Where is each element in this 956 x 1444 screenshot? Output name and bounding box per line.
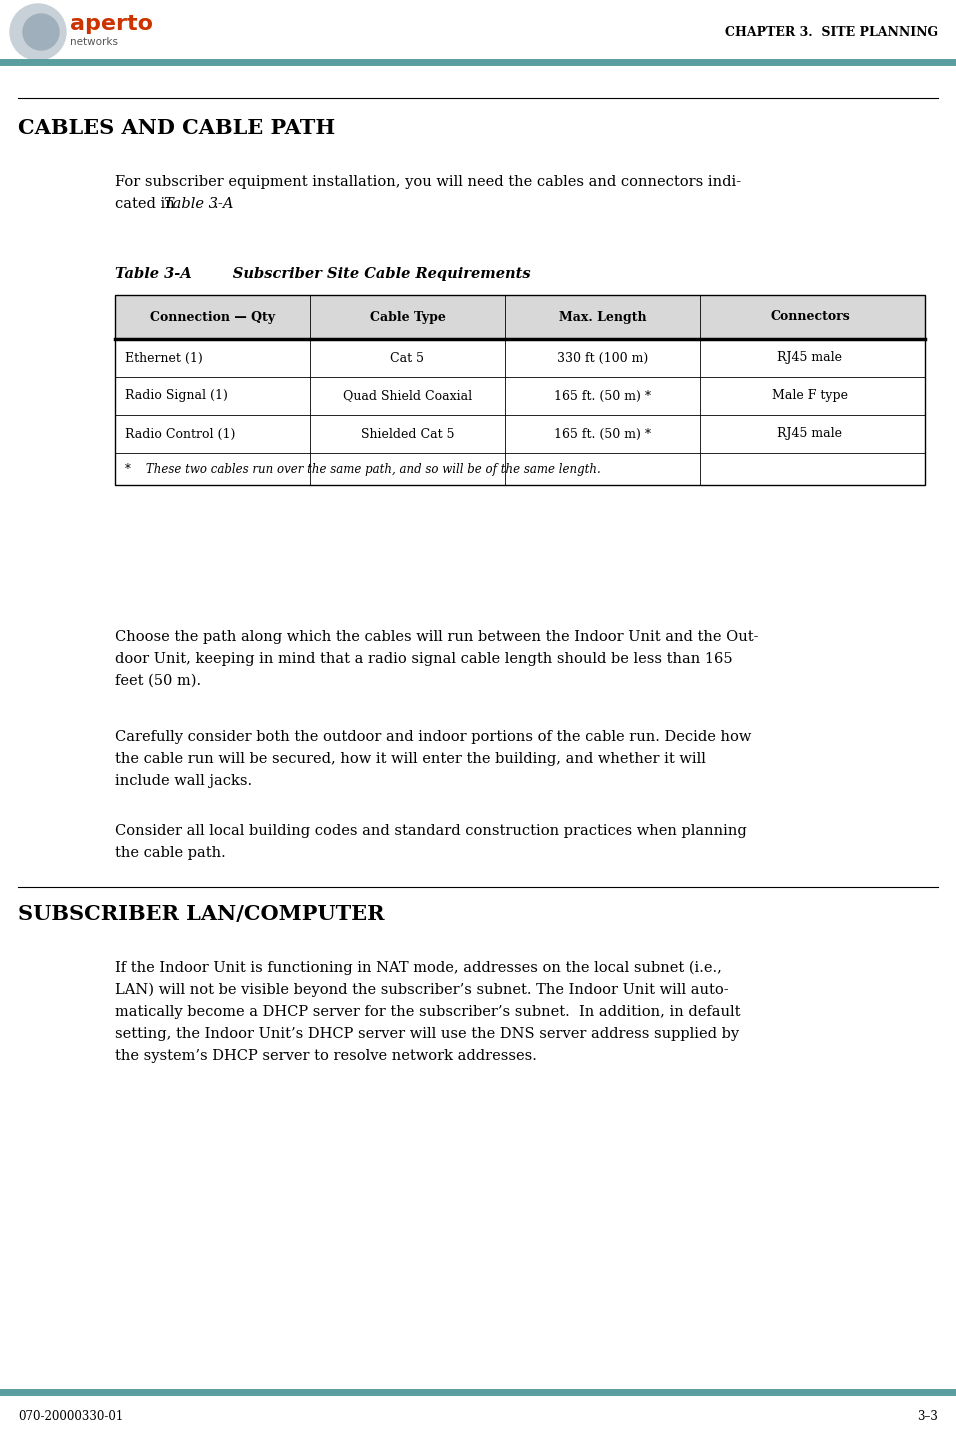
Text: *    These two cables run over the same path, and so will be of the same length.: * These two cables run over the same pat…: [125, 462, 600, 475]
Text: RJ45 male: RJ45 male: [777, 351, 842, 364]
Text: SUBSCRIBER LAN/COMPUTER: SUBSCRIBER LAN/COMPUTER: [18, 904, 384, 924]
Text: Cat 5: Cat 5: [390, 351, 424, 364]
Text: the cable path.: the cable path.: [115, 846, 226, 861]
Bar: [115, 295, 925, 485]
Text: 165 ft. (50 m) *: 165 ft. (50 m) *: [554, 427, 651, 440]
Text: the system’s DHCP server to resolve network addresses.: the system’s DHCP server to resolve netw…: [115, 1048, 537, 1063]
Text: 3–3: 3–3: [917, 1409, 938, 1422]
Text: Connection — Qty: Connection — Qty: [150, 310, 275, 323]
Text: .: .: [213, 196, 218, 211]
Text: matically become a DHCP server for the subscriber’s subnet.  In addition, in def: matically become a DHCP server for the s…: [115, 1005, 741, 1019]
Text: Ethernet (1): Ethernet (1): [125, 351, 203, 364]
Text: 070-20000330-01: 070-20000330-01: [18, 1409, 123, 1422]
Text: CABLES AND CABLE PATH: CABLES AND CABLE PATH: [18, 118, 336, 139]
Text: Cable Type: Cable Type: [370, 310, 445, 323]
Text: Shielded Cat 5: Shielded Cat 5: [360, 427, 454, 440]
Text: Table 3-A: Table 3-A: [164, 196, 233, 211]
Text: Quad Shield Coaxial: Quad Shield Coaxial: [343, 390, 472, 403]
Text: Consider all local building codes and standard construction practices when plann: Consider all local building codes and st…: [115, 825, 747, 838]
Text: 330 ft (100 m): 330 ft (100 m): [557, 351, 648, 364]
Text: networks: networks: [70, 38, 118, 48]
Circle shape: [23, 14, 59, 51]
Text: aperto: aperto: [70, 14, 153, 35]
Text: Carefully consider both the outdoor and indoor portions of the cable run. Decide: Carefully consider both the outdoor and …: [115, 731, 751, 744]
Circle shape: [10, 4, 66, 61]
Text: the cable run will be secured, how it will enter the building, and whether it wi: the cable run will be secured, how it wi…: [115, 752, 706, 765]
Text: door Unit, keeping in mind that a radio signal cable length should be less than : door Unit, keeping in mind that a radio …: [115, 653, 732, 666]
Text: LAN) will not be visible beyond the subscriber’s subnet. The Indoor Unit will au: LAN) will not be visible beyond the subs…: [115, 983, 728, 998]
Text: For subscriber equipment installation, you will need the cables and connectors i: For subscriber equipment installation, y…: [115, 175, 741, 189]
Text: 165 ft. (50 m) *: 165 ft. (50 m) *: [554, 390, 651, 403]
Text: cated in: cated in: [115, 196, 180, 211]
Text: setting, the Indoor Unit’s DHCP server will use the DNS server address supplied : setting, the Indoor Unit’s DHCP server w…: [115, 1027, 739, 1041]
Text: If the Indoor Unit is functioning in NAT mode, addresses on the local subnet (i.: If the Indoor Unit is functioning in NAT…: [115, 962, 722, 975]
Bar: [115, 295, 925, 339]
Text: Max. Length: Max. Length: [558, 310, 646, 323]
Text: Male F type: Male F type: [772, 390, 848, 403]
Text: Radio Control (1): Radio Control (1): [125, 427, 235, 440]
Text: CHAPTER 3.  SITE PLANNING: CHAPTER 3. SITE PLANNING: [725, 26, 938, 39]
Text: feet (50 m).: feet (50 m).: [115, 674, 201, 687]
Text: Choose the path along which the cables will run between the Indoor Unit and the : Choose the path along which the cables w…: [115, 630, 758, 644]
Text: Connectors: Connectors: [771, 310, 850, 323]
Text: Table 3-A        Subscriber Site Cable Requirements: Table 3-A Subscriber Site Cable Requirem…: [115, 267, 531, 282]
Text: Radio Signal (1): Radio Signal (1): [125, 390, 228, 403]
Text: include wall jacks.: include wall jacks.: [115, 774, 252, 788]
Text: RJ45 male: RJ45 male: [777, 427, 842, 440]
